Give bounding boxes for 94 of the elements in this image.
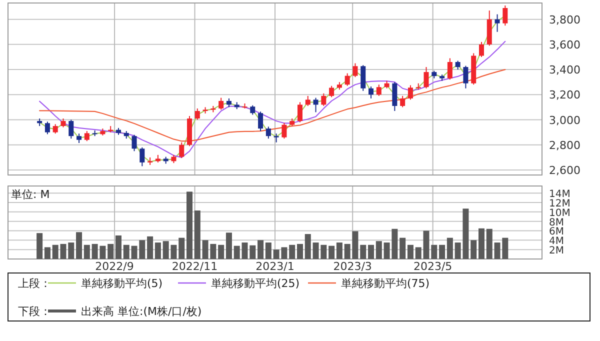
y-tick-label: 3,800 <box>549 13 580 26</box>
bar <box>296 244 303 259</box>
candlestick <box>218 97 224 110</box>
y-tick-label: 3,200 <box>549 88 580 102</box>
bar <box>304 234 311 259</box>
bar <box>44 247 50 259</box>
bar <box>36 233 43 259</box>
legend-label: 出来高 単位:(M株/口/枚) <box>81 305 202 318</box>
candlestick <box>352 62 358 78</box>
annotation: 単位: M <box>11 188 50 201</box>
bar <box>194 210 200 259</box>
candlestick <box>250 104 256 116</box>
x-tick-label: 2022/11 <box>172 260 218 273</box>
y-tick-label: 14M <box>549 189 570 200</box>
legend-label: 単純移動平均(25) <box>211 277 300 290</box>
bar <box>407 244 414 259</box>
bar <box>226 232 232 259</box>
bar <box>478 228 484 259</box>
candlestick <box>313 97 318 113</box>
bar <box>178 238 185 259</box>
bar <box>336 242 342 259</box>
candlestick <box>282 122 287 140</box>
bar <box>486 228 492 259</box>
bar <box>147 236 154 259</box>
candlestick <box>44 121 50 135</box>
y-tick-label: 12M <box>549 198 570 210</box>
candlestick <box>194 108 200 120</box>
bar <box>76 232 82 259</box>
bar <box>439 244 446 259</box>
candlestick <box>376 84 382 96</box>
bar <box>250 245 256 259</box>
legend-title: 下段： <box>18 305 51 318</box>
candlestick <box>76 133 82 144</box>
candlestick <box>179 142 184 159</box>
candlestick <box>392 82 398 112</box>
y-tick-label: 6M <box>549 226 564 238</box>
y-tick-label: 4M <box>549 236 564 248</box>
candlestick <box>400 95 406 108</box>
bar <box>265 242 272 259</box>
candlestick <box>84 130 90 142</box>
y-tick-label: 3,400 <box>549 64 580 77</box>
y-tick-label: 2,600 <box>549 164 580 177</box>
candlestick <box>140 146 145 167</box>
candlestick <box>360 64 366 92</box>
y-tick-label: 3,000 <box>549 114 580 127</box>
candlestick <box>408 84 413 100</box>
bar <box>258 240 264 259</box>
bar <box>446 238 453 259</box>
legend-title: 上段： <box>18 277 51 290</box>
candlestick <box>368 86 374 99</box>
legend-label: 単純移動平均(5) <box>81 277 163 290</box>
candlestick <box>321 92 326 106</box>
y-tick-label: 3,600 <box>549 38 580 52</box>
bar <box>368 244 374 259</box>
bar <box>68 242 74 259</box>
candlestick <box>52 124 58 134</box>
line-series <box>39 68 506 142</box>
candlestick <box>266 126 271 140</box>
candlestick <box>494 14 500 32</box>
bar <box>415 247 422 259</box>
bar <box>218 244 224 259</box>
candlestick <box>258 111 264 132</box>
bar <box>328 246 335 259</box>
bar <box>470 240 477 259</box>
y-tick-label: 2M <box>549 246 564 257</box>
bar <box>186 192 193 259</box>
candlestick <box>132 134 137 152</box>
y-tick-label: 2,800 <box>549 138 580 152</box>
bar <box>376 241 382 259</box>
bar <box>108 244 114 259</box>
bar <box>360 244 366 259</box>
y-tick-label: 10M <box>549 208 570 219</box>
candlestick <box>463 65 468 89</box>
x-tick-label: 2023/1 <box>256 260 294 273</box>
legend-label: 単純移動平均(75) <box>341 277 430 290</box>
bar <box>84 244 90 259</box>
candlestick <box>424 66 429 89</box>
candlestick <box>344 72 350 86</box>
x-tick-label: 2023/5 <box>413 260 452 273</box>
x-tick-label: 2022/9 <box>95 260 134 273</box>
candlestick <box>447 58 452 80</box>
bar <box>154 242 161 259</box>
y-tick-label: 8M <box>549 217 564 228</box>
candlestick <box>297 102 302 123</box>
x-tick-label: 2023/3 <box>333 260 372 273</box>
candlestick <box>305 95 310 106</box>
candlestick <box>479 41 484 58</box>
bar <box>123 244 130 259</box>
bar <box>115 235 122 259</box>
candlestick <box>68 119 74 140</box>
bar <box>400 238 406 259</box>
candlestick <box>502 5 508 26</box>
candlestick <box>329 85 334 98</box>
bar <box>289 244 296 259</box>
